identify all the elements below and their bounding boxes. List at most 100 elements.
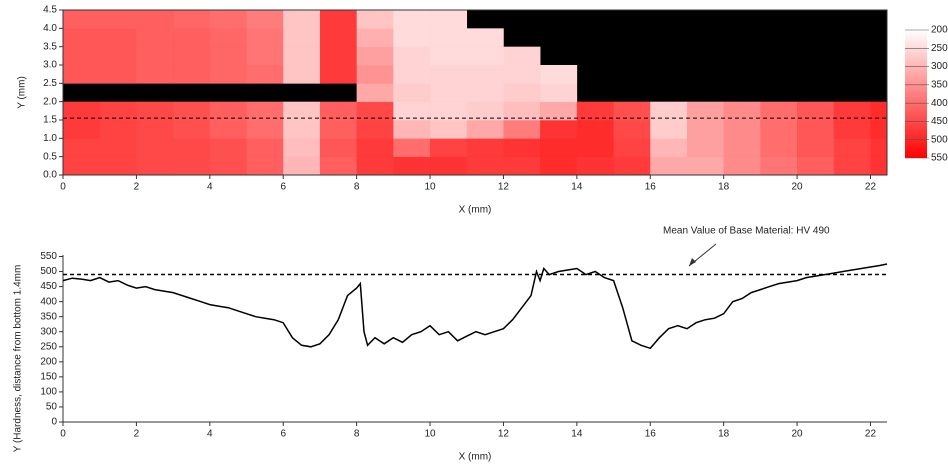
heat-cell [430,138,467,157]
heat-cell [320,28,357,47]
x-tick-label: 0 [60,182,66,193]
heat-cell [540,65,577,84]
heat-cell [283,157,320,176]
heat-cell [63,65,100,84]
colorbar-label: 500 [931,134,948,145]
heat-cell [136,65,173,84]
heat-cell [63,102,100,121]
heat-cell [650,120,687,139]
heat-cell [320,65,357,84]
colorbar-label: 450 [931,116,948,127]
heat-cell [63,120,100,139]
y-tick-label: 3.0 [43,60,57,71]
heat-cell [393,138,430,157]
heat-cell [136,28,173,47]
heat-cell [100,102,137,121]
heat-cell [357,65,394,84]
heat-cell [760,120,797,139]
heat-cell [357,10,394,29]
data-line [63,264,887,348]
heat-cell [467,47,504,66]
x-tick-label: 22 [865,182,877,193]
x-tick-label: 20 [792,429,804,440]
y-tick-label: 350 [40,311,57,322]
y-tick-label: 2.5 [43,78,57,89]
y-tick-label: 300 [40,326,57,337]
heat-cell [283,138,320,157]
x-tick-label: 6 [280,182,286,193]
heat-cell [357,138,394,157]
heat-cell [136,47,173,66]
heat-cell [870,102,887,121]
heat-cell [210,157,247,176]
heat-cell [247,28,284,47]
heat-cell [393,102,430,121]
y-tick-label: 550 [40,251,57,262]
heat-cell [357,28,394,47]
heat-cell [724,157,761,176]
heat-cell [210,102,247,121]
heat-cell [430,28,467,47]
heat-cell [650,138,687,157]
heat-cell [870,120,887,139]
heat-cell [650,102,687,121]
heat-cell [577,102,614,121]
y-tick-label: 400 [40,296,57,307]
heat-cell [283,10,320,29]
heat-cell [760,157,797,176]
y-axis-label: Y (Hardness, distance from bottom 1.4mm [13,265,24,453]
x-tick-label: 14 [571,429,583,440]
heat-cell [430,120,467,139]
heat-cell [467,83,504,102]
heat-cell [247,157,284,176]
heat-cell [283,102,320,121]
heat-cell [797,120,834,139]
heat-cell [687,138,724,157]
reference-label: Mean Value of Base Material: HV 490 [663,226,830,237]
heat-cell [63,28,100,47]
heat-cell [357,157,394,176]
heat-cell [100,65,137,84]
heat-cell [724,138,761,157]
heat-cell [320,157,357,176]
x-tick-label: 2 [134,182,140,193]
heat-cell [467,120,504,139]
heat-cell [136,120,173,139]
x-tick-label: 18 [718,182,730,193]
heat-cell [870,157,887,176]
heat-cell [63,157,100,176]
heat-cell [614,157,651,176]
heat-cell [136,157,173,176]
y-tick-label: 1.5 [43,115,57,126]
heat-cell [283,28,320,47]
heat-cell [357,47,394,66]
y-tick-label: 0 [51,417,57,428]
x-tick-label: 4 [207,429,213,440]
y-tick-label: 100 [40,387,57,398]
heat-cell [870,138,887,157]
heat-cell [247,65,284,84]
x-tick-label: 14 [571,182,583,193]
heat-cell [247,120,284,139]
heat-cell [540,157,577,176]
x-tick-label: 8 [354,182,360,193]
x-tick-label: 6 [280,429,286,440]
y-tick-label: 50 [46,402,58,413]
heat-cell [393,157,430,176]
figure: 02468101214161820220.00.51.01.52.02.53.0… [0,0,948,469]
heat-cell [100,157,137,176]
heat-cell [173,102,210,121]
heat-cell [760,138,797,157]
heat-cell [834,138,871,157]
heat-cell [247,138,284,157]
heat-cell [577,138,614,157]
heat-cell [100,138,137,157]
x-tick-label: 16 [645,182,657,193]
heat-cell [210,120,247,139]
y-tick-label: 500 [40,266,57,277]
heat-cell [503,65,540,84]
heat-cell [136,102,173,121]
colorbar-label: 400 [931,98,948,109]
heat-cell [393,83,430,102]
heat-cell [430,47,467,66]
